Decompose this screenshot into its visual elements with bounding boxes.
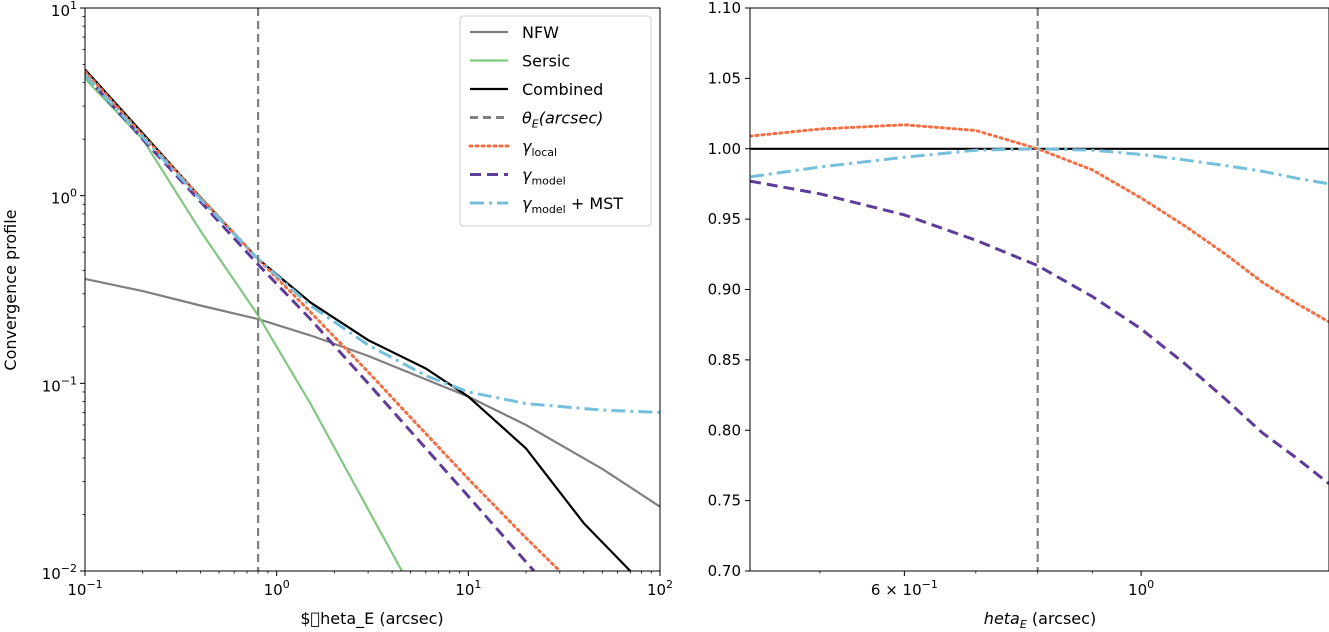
left-y-axis-label: Convergence profile — [1, 209, 20, 370]
legend: NFWSersicCombinedθE(arcsec)γlocalγmodelγ… — [459, 15, 652, 227]
legend-label-main: γ — [522, 194, 533, 213]
left-y-tick-label: 100 — [51, 187, 77, 208]
left-series-nfw — [85, 277, 660, 508]
legend-label-main: γ — [522, 166, 533, 185]
right-x-tick-label: 100 — [1128, 578, 1154, 599]
left-series-model — [85, 73, 536, 571]
left-y-tick-label-base: 10 — [51, 190, 70, 208]
legend-label-sub: E — [532, 118, 539, 131]
right-x-tick-label-exponent: −1 — [922, 578, 938, 591]
left-axes-frame — [84, 7, 661, 572]
left-x-tick-label-base: 10 — [264, 581, 283, 599]
legend-label-combined: Combined — [522, 80, 603, 99]
right-x-axis: 6 × 10−1 100 — [819, 571, 1154, 599]
left-x-tick-label-exponent: 2 — [666, 578, 673, 591]
right-x-tick-label-exponent: 0 — [1147, 578, 1154, 591]
right-y-tick-label: 0.70 — [708, 562, 741, 580]
right-y-tick-label: 0.95 — [708, 210, 741, 228]
right-series-local — [750, 123, 1329, 324]
left-y-tick-label: 101 — [51, 0, 77, 20]
left-x-tick-label: 102 — [647, 578, 673, 599]
legend-label-main: θ — [522, 109, 532, 128]
left-y-tick-label-exponent: 1 — [70, 0, 77, 12]
left-plot-area — [85, 8, 660, 571]
right-x-tick-label-base: 10 — [1128, 581, 1147, 599]
legend-label-sub: model — [531, 203, 565, 216]
left-x-tick-label-exponent: 1 — [474, 578, 481, 591]
left-series-sersic — [85, 77, 403, 571]
left-series-local — [85, 69, 562, 571]
right-y-axis: 0.70 0.75 0.80 0.85 0.90 0.95 1.00 1.05 1.10 — [708, 0, 750, 580]
left-x-axis-label: $ heta_E (arcsec) — [300, 609, 443, 629]
left-x-tick-label-exponent: 0 — [283, 578, 290, 591]
left-x-tick-label-base: 10 — [647, 581, 666, 599]
left-y-tick-label-base: 10 — [42, 377, 61, 395]
right-x-axis-label-tail: (arcsec) — [1027, 609, 1096, 628]
legend-label-main: γ — [522, 137, 533, 156]
left-y-tick-label-base: 10 — [42, 565, 61, 583]
right-y-tick-label: 1.00 — [708, 140, 741, 158]
left-y-tick-label: 10−2 — [42, 562, 77, 583]
right-x-axis-label: hetaE (arcsec) — [984, 609, 1096, 631]
left-y-tick-label-exponent: −1 — [61, 374, 77, 387]
left-x-tick-label-exponent: −1 — [86, 578, 102, 591]
legend-label-tail: (arcsec) — [539, 109, 604, 128]
legend-label-sub: local — [531, 146, 557, 159]
right-series-model — [750, 179, 1329, 485]
right-y-tick-label: 1.05 — [708, 69, 741, 87]
legend-label-sub: model — [531, 175, 565, 188]
right-y-tick-label: 0.75 — [708, 492, 741, 510]
right-y-tick-label: 0.80 — [708, 421, 741, 439]
left-x-tick-label: 10−1 — [67, 578, 102, 599]
right-x-axis-label-main: heta — [984, 609, 1020, 628]
right-y-tick-label: 0.85 — [708, 351, 741, 369]
left-series-combined — [85, 68, 632, 571]
right-x-tick-label-base: 6 × 10 — [871, 581, 922, 599]
legend-label-model: γmodel — [522, 166, 566, 188]
legend-label-local: γlocal — [522, 137, 557, 159]
left-x-tick-label-base: 10 — [455, 581, 474, 599]
right-x-tick-label: 6 × 10−1 — [871, 578, 938, 599]
left-y-tick-label-exponent: 0 — [70, 187, 77, 200]
left-y-tick-label-base: 10 — [51, 2, 70, 20]
left-y-tick-label-exponent: −2 — [61, 562, 77, 575]
legend-label-theta: θE(arcsec) — [522, 109, 603, 131]
legend-label-sersic: Sersic — [522, 52, 570, 71]
legend-label-tail: + MST — [566, 194, 624, 213]
left-y-tick-label: 10−1 — [42, 374, 77, 395]
left-x-axis: 10−1 100 101 102 — [67, 571, 673, 599]
left-x-tick-label: 100 — [264, 578, 290, 599]
right-x-axis-label-sub: E — [1020, 618, 1027, 631]
right-chart: 6 × 10−1 100 0.70 0.75 0.80 0.85 0.90 0.95 1.00… — [708, 0, 1329, 631]
right-y-tick-label: 0.90 — [708, 281, 741, 299]
left-series-mst — [85, 73, 660, 414]
right-series-mst — [750, 147, 1329, 186]
left-x-tick-label-base: 10 — [67, 581, 86, 599]
legend-label-mst: γmodel + MST — [522, 194, 623, 216]
right-plot-area — [750, 8, 1329, 571]
left-x-tick-label: 101 — [455, 578, 481, 599]
right-y-tick-label: 1.10 — [708, 0, 741, 17]
legend-label-nfw: NFW — [522, 23, 559, 42]
